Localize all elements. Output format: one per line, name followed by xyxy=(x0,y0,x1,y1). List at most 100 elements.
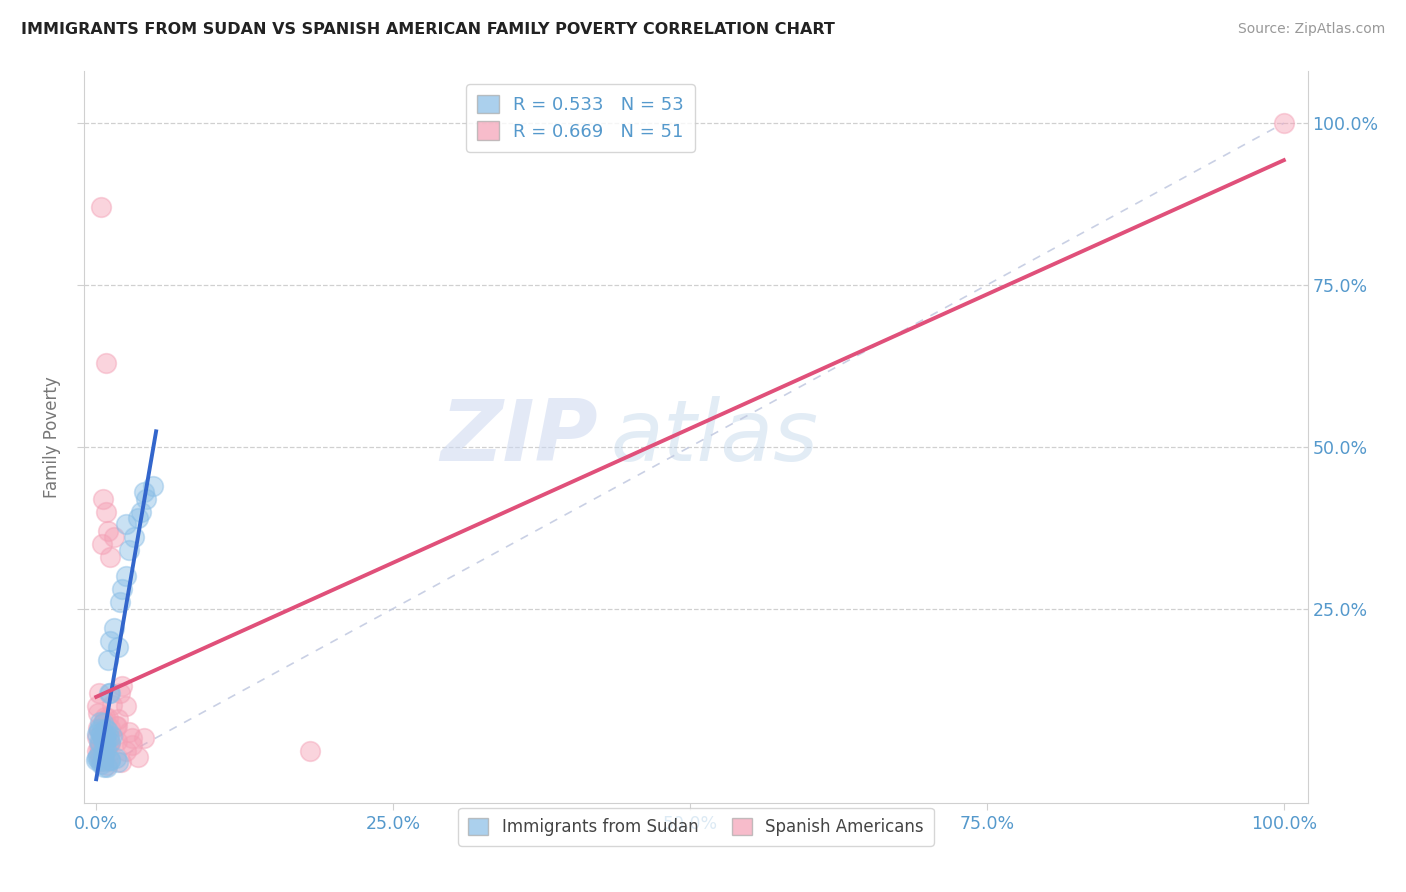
Point xyxy=(98,735,121,749)
Point xyxy=(89,714,111,729)
Point xyxy=(121,738,143,752)
Point xyxy=(1272,116,1295,130)
Point xyxy=(298,744,321,758)
Point xyxy=(94,744,117,758)
Point xyxy=(97,711,120,725)
Point xyxy=(115,569,138,583)
Point xyxy=(87,723,110,738)
Point xyxy=(118,543,141,558)
Point xyxy=(86,727,108,741)
Point xyxy=(94,356,117,370)
Point xyxy=(89,736,111,750)
Point xyxy=(89,743,111,757)
Point xyxy=(87,722,110,736)
Legend: Immigrants from Sudan, Spanish Americans: Immigrants from Sudan, Spanish Americans xyxy=(458,807,934,846)
Point xyxy=(91,754,114,768)
Point xyxy=(93,749,115,764)
Point xyxy=(107,712,129,726)
Point xyxy=(90,752,112,766)
Point xyxy=(111,679,134,693)
Point xyxy=(97,653,120,667)
Point xyxy=(86,731,108,745)
Point xyxy=(108,595,131,609)
Point xyxy=(87,753,110,767)
Point xyxy=(91,725,114,739)
Point xyxy=(115,744,138,758)
Point xyxy=(97,524,120,538)
Point xyxy=(94,732,117,747)
Point xyxy=(104,751,127,765)
Point xyxy=(142,478,165,492)
Point xyxy=(89,747,111,762)
Point xyxy=(94,727,117,741)
Point xyxy=(97,737,120,751)
Point xyxy=(132,731,155,745)
Point xyxy=(89,736,111,750)
Point xyxy=(93,736,115,750)
Point xyxy=(100,634,122,648)
Text: atlas: atlas xyxy=(610,395,818,479)
Point xyxy=(100,753,122,767)
Point xyxy=(104,719,127,733)
Point xyxy=(91,537,114,551)
Point xyxy=(86,698,108,713)
Point xyxy=(103,621,125,635)
Point xyxy=(127,750,149,764)
Point xyxy=(118,724,141,739)
Point xyxy=(94,710,117,724)
Point xyxy=(90,200,112,214)
Point xyxy=(101,698,124,712)
Point xyxy=(96,723,118,737)
Point xyxy=(97,724,120,739)
Point xyxy=(96,758,118,772)
Point xyxy=(98,737,121,751)
Point xyxy=(98,721,121,735)
Point xyxy=(100,549,122,564)
Point xyxy=(115,517,138,532)
Point xyxy=(94,504,117,518)
Text: IMMIGRANTS FROM SUDAN VS SPANISH AMERICAN FAMILY POVERTY CORRELATION CHART: IMMIGRANTS FROM SUDAN VS SPANISH AMERICA… xyxy=(21,22,835,37)
Point xyxy=(98,686,121,700)
Point xyxy=(105,719,128,733)
Text: Source: ZipAtlas.com: Source: ZipAtlas.com xyxy=(1237,22,1385,37)
Point xyxy=(107,640,129,655)
Point xyxy=(93,714,115,728)
Point xyxy=(86,744,108,758)
Point xyxy=(127,511,149,525)
Point xyxy=(91,730,114,744)
Point xyxy=(96,760,118,774)
Point xyxy=(90,756,112,771)
Point xyxy=(87,721,110,735)
Point xyxy=(103,530,125,544)
Point xyxy=(87,706,110,720)
Point xyxy=(93,491,115,506)
Point xyxy=(108,686,131,700)
Point xyxy=(98,753,121,767)
Y-axis label: Family Poverty: Family Poverty xyxy=(44,376,62,498)
Point xyxy=(91,731,114,746)
Point xyxy=(135,491,157,506)
Point xyxy=(132,485,155,500)
Point xyxy=(93,738,115,752)
Point xyxy=(91,715,114,730)
Point xyxy=(107,756,129,770)
Point xyxy=(89,686,111,700)
Point xyxy=(98,736,121,750)
Point xyxy=(121,731,143,745)
Point xyxy=(98,686,121,700)
Point xyxy=(86,751,108,765)
Point xyxy=(87,739,110,754)
Text: ZIP: ZIP xyxy=(440,395,598,479)
Point xyxy=(105,734,128,748)
Point xyxy=(90,754,112,768)
Point xyxy=(87,735,110,749)
Point xyxy=(97,754,120,768)
Point xyxy=(94,742,117,756)
Point xyxy=(90,727,112,741)
Point xyxy=(91,748,114,763)
Point xyxy=(100,729,122,743)
Point xyxy=(110,755,132,769)
Point xyxy=(93,760,115,774)
Point xyxy=(87,749,110,764)
Point xyxy=(111,582,134,597)
